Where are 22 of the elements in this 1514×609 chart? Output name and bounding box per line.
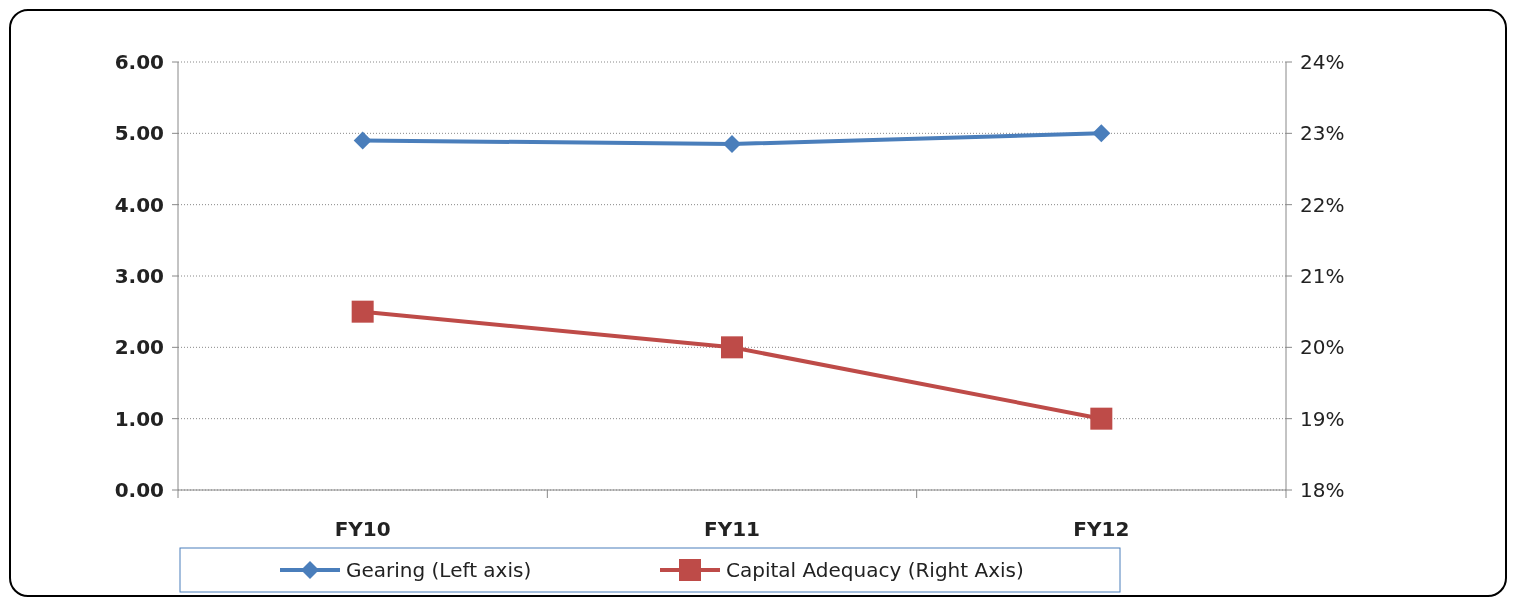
point [721, 336, 743, 359]
y2-tick-label: 20% [1300, 335, 1345, 360]
y-tick-label: 5.00 [114, 121, 164, 146]
y2-tick-label: 21% [1300, 264, 1345, 288]
y-tick-label: 3.00 [114, 264, 164, 288]
y-tick-label: 1.00 [114, 406, 164, 431]
x-tick-label: FY11 [704, 517, 760, 541]
y-tick-label: 2.00 [114, 335, 164, 360]
legend-label: Gearing (Left axis) [346, 558, 532, 582]
x-tick-label: FY10 [334, 517, 391, 541]
y-tick-label: 4.00 [114, 192, 164, 217]
y-tick-label: 6.00 [114, 50, 164, 74]
y-tick-label: 0.00 [114, 478, 164, 502]
legend-label: Capital Adequacy (Right Axis) [726, 558, 1024, 582]
point [1090, 407, 1113, 430]
y2-tick-label: 22% [1300, 192, 1345, 217]
y2-tick-label: 18% [1300, 478, 1345, 502]
y2-tick-label: 23% [1300, 121, 1345, 146]
x-tick-label: FY12 [1073, 517, 1130, 541]
y2-tick-label: 24% [1300, 50, 1345, 74]
point [351, 300, 374, 323]
y2-tick-label: 19% [1300, 406, 1345, 431]
